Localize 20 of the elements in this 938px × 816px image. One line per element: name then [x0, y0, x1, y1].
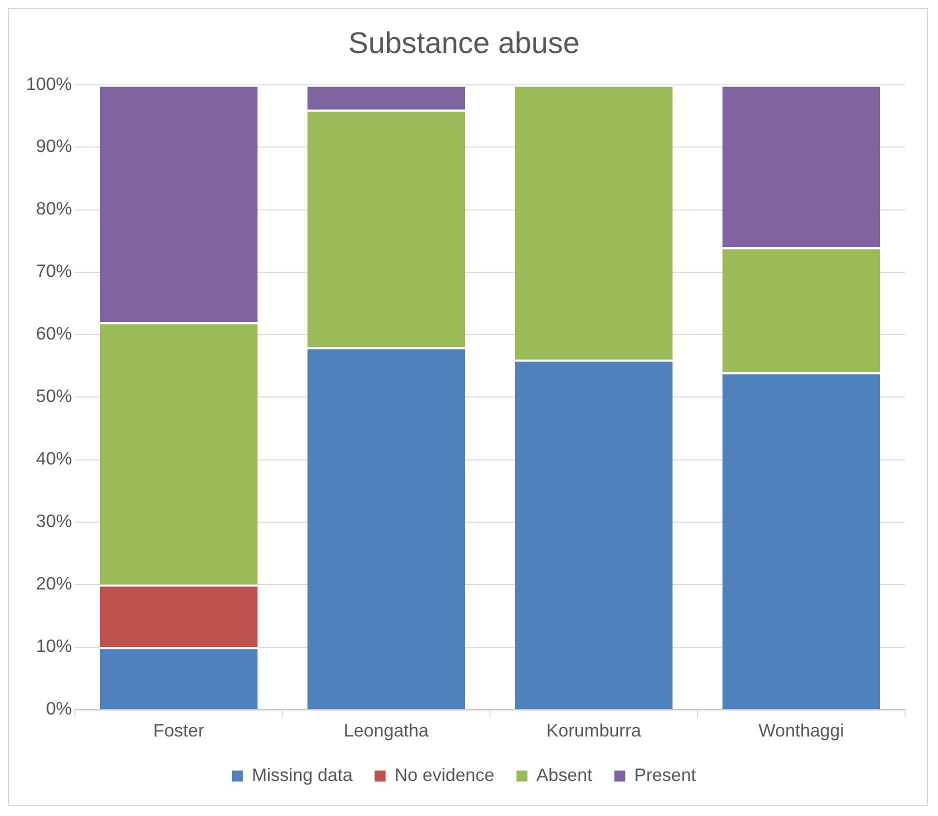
- y-tick-label: 0%: [46, 698, 72, 719]
- y-tick-label: 30%: [36, 511, 72, 532]
- y-tick-label: 80%: [36, 198, 72, 219]
- y-tick-label: 50%: [36, 386, 72, 406]
- chart-title: Substance abuse: [348, 27, 580, 60]
- legend-label: Present: [634, 765, 696, 786]
- y-tick-label: 70%: [36, 261, 72, 282]
- x-tick-label: Wonthaggi: [758, 720, 844, 740]
- y-tick-label: 10%: [36, 636, 72, 656]
- x-tick-label: Korumburra: [546, 720, 642, 740]
- legend-label: Missing data: [252, 765, 353, 786]
- x-tick-label: Leongatha: [344, 720, 429, 740]
- y-tick-label: 40%: [36, 448, 72, 469]
- legend-label: No evidence: [394, 765, 494, 786]
- y-tick-label: 100%: [26, 74, 72, 94]
- y-tick-label: 90%: [36, 136, 72, 156]
- y-tick-label: 20%: [36, 574, 72, 594]
- x-tick-label: Foster: [153, 720, 204, 740]
- legend-label: Absent: [536, 765, 592, 786]
- y-tick-label: 60%: [36, 324, 72, 344]
